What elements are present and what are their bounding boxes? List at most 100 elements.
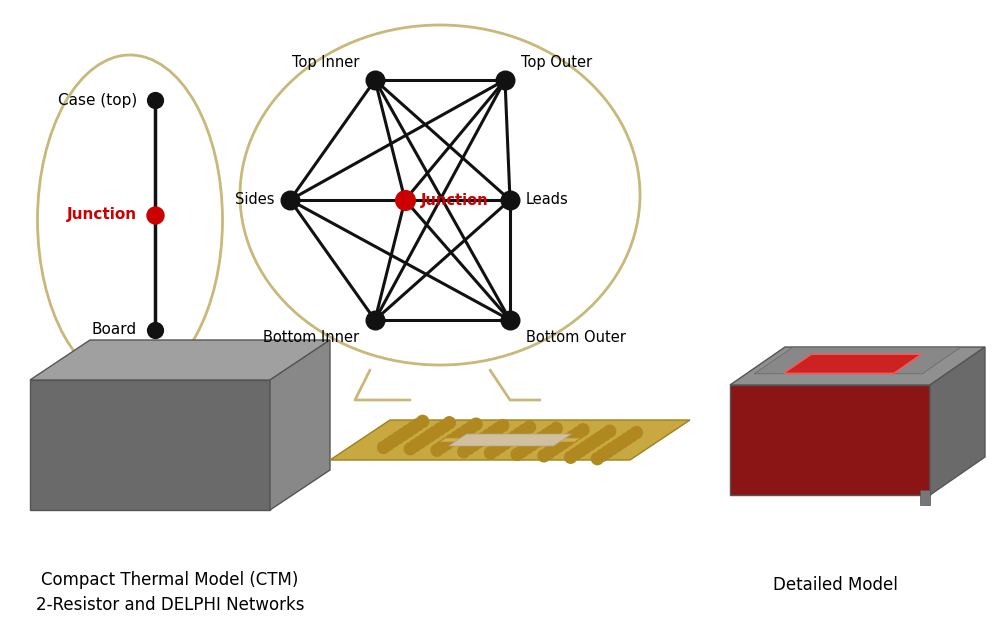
- Circle shape: [568, 430, 580, 442]
- Circle shape: [616, 437, 628, 449]
- Circle shape: [589, 435, 601, 447]
- Circle shape: [414, 437, 426, 449]
- Circle shape: [402, 425, 414, 437]
- Text: Sides: Sides: [235, 193, 274, 207]
- Polygon shape: [449, 434, 572, 446]
- Circle shape: [487, 426, 499, 438]
- Text: 2-Resistor and DELPHI Networks: 2-Resistor and DELPHI Networks: [35, 596, 304, 614]
- Circle shape: [477, 433, 489, 445]
- Circle shape: [416, 415, 428, 427]
- Circle shape: [489, 444, 501, 455]
- Circle shape: [580, 442, 592, 454]
- Circle shape: [397, 428, 409, 440]
- Circle shape: [492, 423, 504, 435]
- Circle shape: [577, 424, 589, 436]
- Text: Top Outer: Top Outer: [521, 55, 592, 69]
- Circle shape: [540, 429, 552, 441]
- Circle shape: [458, 445, 470, 457]
- Text: Detailed Model: Detailed Model: [772, 576, 897, 594]
- Circle shape: [423, 430, 435, 442]
- Point: [147, 210, 163, 220]
- Text: Case (top): Case (top): [57, 93, 137, 108]
- Circle shape: [599, 428, 611, 440]
- Circle shape: [601, 446, 613, 458]
- Ellipse shape: [37, 55, 223, 385]
- Circle shape: [626, 430, 637, 442]
- Text: Junction: Junction: [421, 193, 489, 207]
- Circle shape: [611, 440, 623, 452]
- Circle shape: [485, 447, 497, 459]
- Circle shape: [592, 452, 604, 465]
- Circle shape: [535, 432, 547, 444]
- Circle shape: [547, 444, 559, 455]
- Circle shape: [440, 438, 453, 450]
- Circle shape: [387, 435, 399, 447]
- Point: [397, 195, 413, 205]
- Circle shape: [521, 442, 533, 454]
- Circle shape: [456, 428, 468, 440]
- Polygon shape: [30, 380, 270, 510]
- Circle shape: [407, 422, 419, 434]
- Circle shape: [585, 438, 596, 450]
- Text: Board: Board: [92, 323, 137, 338]
- Circle shape: [531, 435, 542, 447]
- Polygon shape: [439, 438, 581, 442]
- Circle shape: [378, 442, 390, 454]
- Circle shape: [570, 448, 582, 460]
- Circle shape: [404, 443, 416, 455]
- Circle shape: [621, 433, 633, 445]
- Circle shape: [550, 422, 562, 435]
- Text: Leads: Leads: [526, 193, 569, 207]
- Circle shape: [438, 420, 451, 432]
- Polygon shape: [730, 347, 985, 385]
- Circle shape: [514, 428, 526, 440]
- Polygon shape: [930, 347, 985, 495]
- Circle shape: [431, 444, 444, 456]
- Circle shape: [428, 427, 440, 438]
- Ellipse shape: [240, 25, 640, 365]
- Circle shape: [597, 449, 608, 461]
- Point: [367, 315, 383, 325]
- Point: [282, 195, 298, 205]
- Text: Bottom Outer: Bottom Outer: [526, 331, 626, 345]
- Polygon shape: [754, 347, 961, 374]
- Circle shape: [435, 441, 448, 453]
- Circle shape: [630, 427, 642, 438]
- Polygon shape: [920, 490, 930, 505]
- Point: [497, 75, 513, 85]
- Circle shape: [463, 442, 475, 454]
- Circle shape: [482, 429, 494, 442]
- Circle shape: [499, 437, 511, 449]
- Point: [367, 75, 383, 85]
- Circle shape: [519, 424, 530, 436]
- Circle shape: [382, 438, 394, 450]
- Circle shape: [552, 440, 564, 452]
- Circle shape: [557, 437, 570, 449]
- Circle shape: [494, 440, 506, 452]
- Circle shape: [575, 445, 587, 457]
- Point: [147, 95, 163, 105]
- Text: Bottom Inner: Bottom Inner: [263, 331, 359, 345]
- Circle shape: [573, 427, 584, 439]
- Circle shape: [543, 447, 554, 459]
- Text: Junction: Junction: [67, 207, 137, 222]
- Circle shape: [545, 426, 557, 438]
- Circle shape: [446, 435, 458, 447]
- Circle shape: [433, 423, 446, 435]
- Point: [502, 195, 518, 205]
- Polygon shape: [784, 354, 921, 374]
- Circle shape: [526, 438, 538, 450]
- Text: Compact Thermal Model (CTM): Compact Thermal Model (CTM): [41, 571, 298, 589]
- Polygon shape: [270, 340, 330, 510]
- Polygon shape: [30, 340, 330, 380]
- Circle shape: [523, 421, 535, 433]
- Circle shape: [409, 440, 421, 452]
- Circle shape: [562, 433, 575, 445]
- Circle shape: [411, 418, 423, 431]
- Circle shape: [606, 443, 618, 455]
- Circle shape: [444, 417, 456, 429]
- Circle shape: [538, 450, 550, 462]
- Point: [147, 325, 163, 335]
- Circle shape: [468, 439, 480, 451]
- Circle shape: [604, 425, 616, 437]
